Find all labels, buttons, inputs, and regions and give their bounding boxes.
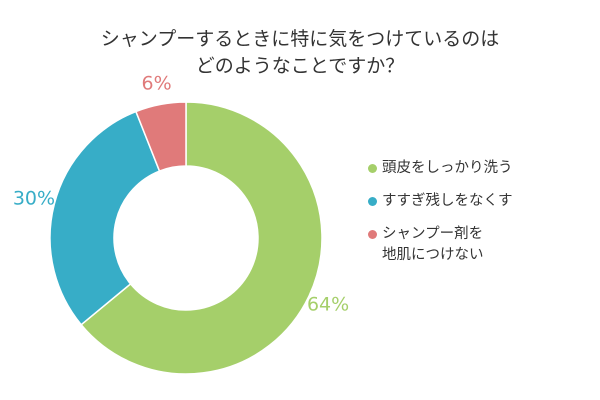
legend-item-0: 頭皮をしっかり洗う bbox=[368, 158, 513, 179]
legend-item-2: シャンプー剤を 地肌につけない bbox=[368, 224, 513, 266]
chart-title-line-2: どのようなことですか？ bbox=[195, 55, 405, 77]
legend-swatch-0 bbox=[368, 164, 377, 173]
data-label-0: 64% bbox=[307, 293, 349, 315]
donut-slice-2 bbox=[134, 101, 187, 173]
legend-label-0: 頭皮をしっかり洗う bbox=[382, 160, 513, 176]
data-label-1: 30% bbox=[13, 187, 55, 209]
legend: 頭皮をしっかり洗う すすぎ残しをなくす シャンプー剤を 地肌につけない bbox=[368, 158, 513, 278]
legend-label-2: シャンプー剤を 地肌につけない bbox=[382, 226, 484, 263]
legend-swatch-1 bbox=[368, 197, 377, 206]
chart-title: シャンプーするときに特に気をつけているのは どのようなことですか？ bbox=[0, 26, 600, 80]
legend-item-1: すすぎ残しをなくす bbox=[368, 191, 513, 212]
legend-swatch-2 bbox=[368, 230, 377, 239]
donut-slice-1 bbox=[49, 110, 161, 326]
legend-label-1: すすぎ残しをなくす bbox=[382, 193, 513, 209]
data-label-2: 6% bbox=[142, 72, 172, 94]
donut-slice-0 bbox=[80, 101, 323, 375]
chart-title-line-1: シャンプーするときに特に気をつけているのは bbox=[100, 28, 500, 50]
